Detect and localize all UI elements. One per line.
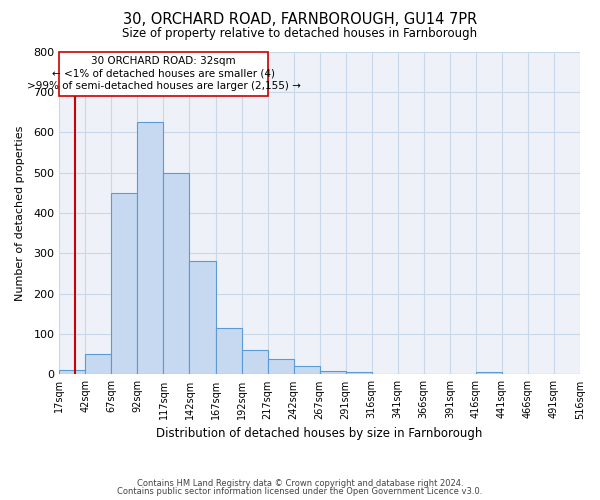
Text: Size of property relative to detached houses in Farnborough: Size of property relative to detached ho… <box>122 28 478 40</box>
Bar <box>268 360 293 374</box>
Bar <box>242 350 268 374</box>
Y-axis label: Number of detached properties: Number of detached properties <box>15 126 25 300</box>
Bar <box>476 372 502 374</box>
Text: 30 ORCHARD ROAD: 32sqm: 30 ORCHARD ROAD: 32sqm <box>91 56 236 66</box>
Bar <box>190 262 215 374</box>
Text: Contains public sector information licensed under the Open Government Licence v3: Contains public sector information licen… <box>118 487 482 496</box>
Bar <box>137 122 163 374</box>
Text: Contains HM Land Registry data © Crown copyright and database right 2024.: Contains HM Land Registry data © Crown c… <box>137 478 463 488</box>
Text: ← <1% of detached houses are smaller (4): ← <1% of detached houses are smaller (4) <box>52 68 275 78</box>
Bar <box>215 328 242 374</box>
Text: >99% of semi-detached houses are larger (2,155) →: >99% of semi-detached houses are larger … <box>26 81 301 91</box>
Bar <box>346 372 372 374</box>
FancyBboxPatch shape <box>59 52 268 96</box>
Text: 30, ORCHARD ROAD, FARNBOROUGH, GU14 7PR: 30, ORCHARD ROAD, FARNBOROUGH, GU14 7PR <box>123 12 477 28</box>
X-axis label: Distribution of detached houses by size in Farnborough: Distribution of detached houses by size … <box>157 427 483 440</box>
Bar <box>163 172 190 374</box>
Bar <box>320 371 346 374</box>
Bar <box>112 193 137 374</box>
Bar <box>293 366 320 374</box>
Bar <box>85 354 112 374</box>
Bar <box>59 370 85 374</box>
